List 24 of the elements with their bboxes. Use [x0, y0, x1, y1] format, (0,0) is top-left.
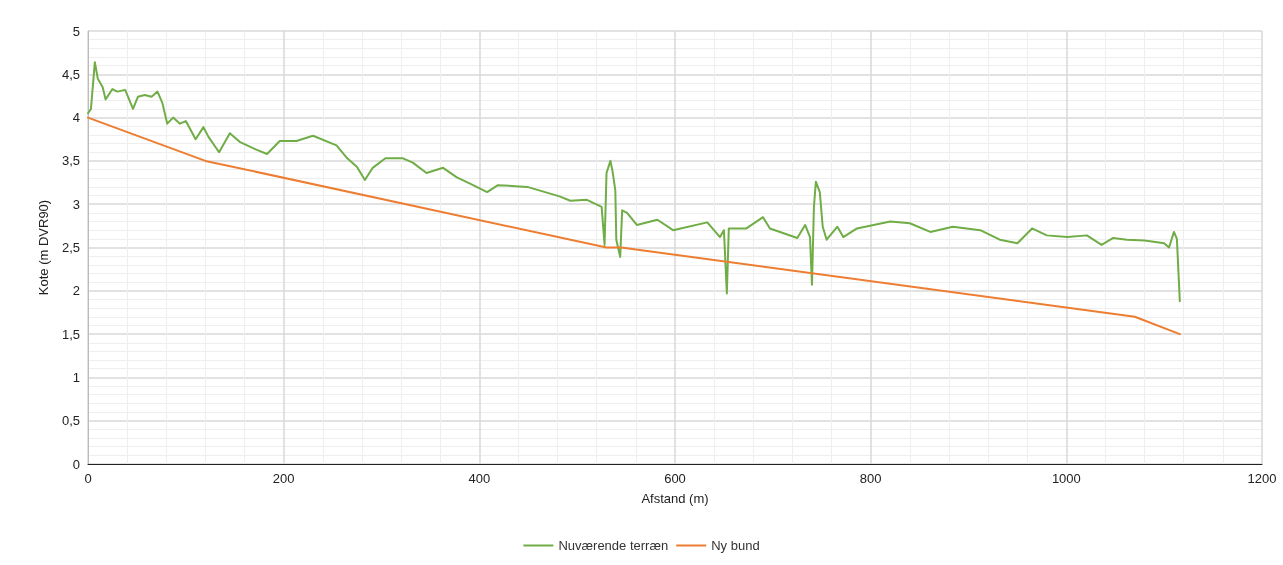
line-series: [87, 116, 1181, 336]
legend-label: Ny bund: [711, 538, 760, 553]
x-axis-title: Afstand (m): [641, 491, 709, 506]
x-tick-label: 0: [84, 471, 92, 486]
y-tick-label: 0: [72, 456, 80, 472]
x-tick-label: 600: [664, 471, 686, 486]
x-tick-label: 400: [468, 471, 491, 486]
y-tick-label: 2: [72, 283, 80, 299]
x-tick-label: 200: [272, 471, 295, 486]
y-tick-label: 4,5: [61, 66, 80, 82]
y-tick-label: 2,5: [61, 240, 80, 255]
x-tick-label: 1200: [1247, 471, 1277, 486]
line-series: [87, 61, 1181, 303]
y-tick-label: 4: [72, 110, 80, 126]
y-tick-label: 5: [72, 23, 80, 39]
y-tick-label: 3: [72, 196, 80, 212]
x-tick-label: 800: [859, 471, 882, 486]
legend-label: Nuværende terræn: [558, 538, 669, 553]
y-tick-label: 1,5: [61, 326, 80, 342]
y-tick-label: 3,5: [61, 153, 80, 169]
y-tick-label: 0,5: [61, 413, 80, 429]
y-tick-label: 1: [72, 369, 80, 385]
y-axis-title: Kote (m DVR90): [36, 199, 51, 296]
x-tick-label: 1000: [1051, 471, 1081, 486]
